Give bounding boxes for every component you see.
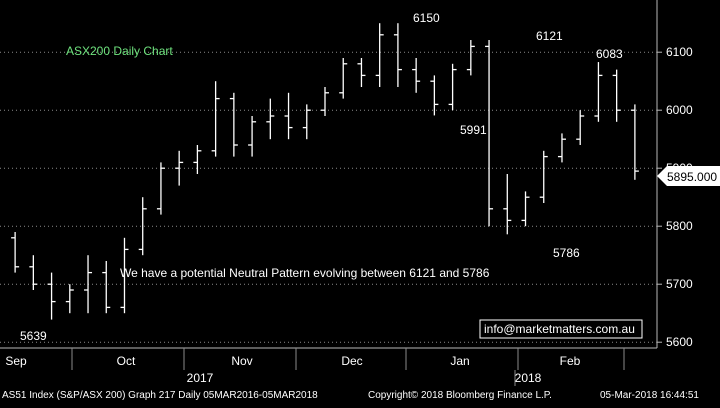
ohlc-bar-9 — [156, 162, 165, 215]
ohlc-bar-31 — [557, 133, 566, 163]
ytick-label-5600: 5600 — [666, 335, 693, 349]
ohlc-bar-4 — [65, 284, 74, 314]
footer-bar — [0, 386, 720, 403]
ohlc-bar-25 — [448, 63, 457, 111]
peak-label-5991: 5991 — [460, 123, 487, 137]
ytick-label-6100: 6100 — [666, 45, 693, 59]
ohlc-bar-35 — [630, 104, 639, 180]
ohlc-bar-21 — [375, 23, 384, 87]
xtick-month-dec: Dec — [341, 354, 362, 368]
ohlc-bar-1 — [11, 232, 20, 273]
footer-copyright: Copyright© 2018 Bloomberg Finance L.P. — [368, 390, 552, 401]
ohlc-bar-10 — [175, 150, 184, 186]
ohlc-layer — [11, 23, 639, 320]
ytick-label-5800: 5800 — [666, 219, 693, 233]
ohlc-bar-15 — [266, 98, 275, 140]
xtick-layer: Sep Oct Nov Dec Jan Feb 2017 2018 — [5, 348, 625, 386]
ohlc-bar-32 — [576, 110, 585, 145]
last-price-label: 5895.000 — [667, 170, 717, 184]
ohlc-bar-34 — [612, 69, 621, 122]
grid-layer — [0, 51, 657, 343]
ohlc-bar-12 — [211, 81, 220, 157]
ohlc-bar-16 — [284, 92, 293, 140]
ohlc-bar-33 — [594, 62, 603, 122]
ytick-label-6000: 6000 — [666, 103, 693, 117]
xtick-month-feb: Feb — [560, 354, 581, 368]
peak-label-6121: 6121 — [536, 29, 563, 43]
ohlc-bar-7 — [120, 237, 129, 314]
ohlc-bar-2 — [29, 255, 38, 290]
xtick-month-oct: Oct — [117, 354, 136, 368]
peak-label-5639: 5639 — [20, 329, 47, 343]
ohlc-bar-17 — [302, 104, 311, 140]
peak-label-5786: 5786 — [553, 246, 580, 260]
last-price-marker — [657, 166, 720, 186]
peak-label-6150: 6150 — [413, 11, 440, 25]
ohlc-bar-30 — [539, 150, 548, 203]
footer-index-label: AS51 Index (S&P/ASX 200) Graph 217 Daily… — [2, 390, 318, 401]
ohlc-bar-14 — [248, 116, 257, 157]
xtick-month-sep: Sep — [5, 354, 27, 368]
ohlc-bar-24 — [430, 75, 439, 116]
ohlc-bar-13 — [229, 92, 238, 157]
ytick-label-5700: 5700 — [666, 277, 693, 291]
ytick-layer: 560057005800590060006100 — [657, 45, 693, 349]
xtick-year-2018: 2018 — [515, 371, 542, 385]
plot-background — [0, 0, 657, 348]
xtick-year-2017: 2017 — [187, 371, 214, 385]
xtick-month-jan: Jan — [450, 354, 469, 368]
ohlc-bar-27 — [485, 40, 494, 227]
ohlc-bar-28 — [503, 174, 512, 235]
ohlc-bar-3 — [47, 272, 56, 320]
ohlc-bar-6 — [102, 261, 111, 314]
xtick-month-nov: Nov — [231, 354, 252, 368]
peak-label-6083: 6083 — [596, 47, 623, 61]
pattern-annotation: We have a potential Neutral Pattern evol… — [120, 266, 490, 280]
ohlc-bar-5 — [84, 255, 93, 314]
ohlc-bar-18 — [321, 87, 329, 116]
ohlc-bar-26 — [466, 40, 475, 76]
ohlc-bar-29 — [521, 191, 530, 227]
ohlc-bar-22 — [393, 23, 402, 87]
ohlc-bar-11 — [193, 145, 202, 174]
ohlc-bar-23 — [412, 58, 421, 93]
contact-box — [479, 319, 643, 339]
ohlc-bar-20 — [357, 58, 366, 87]
contact-email[interactable]: info@marketmatters.com.au — [484, 322, 635, 336]
chart-title: ASX200 Daily Chart — [66, 44, 173, 58]
ohlc-bar-8 — [138, 197, 147, 256]
ohlc-bar-19 — [339, 58, 348, 99]
footer-timestamp: 05-Mar-2018 16:44:51 — [600, 390, 699, 401]
